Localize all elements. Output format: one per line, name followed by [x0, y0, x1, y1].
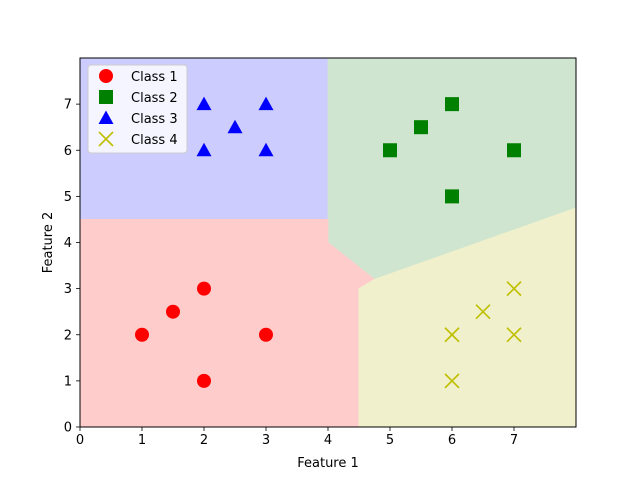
- legend-entry-class-3: Class 3: [98, 110, 178, 127]
- x-axis-ticks: 0 1 2 3 4 5 6 7: [76, 427, 518, 448]
- legend-marker-shape: [98, 131, 114, 147]
- legend-label: Class 2: [131, 91, 178, 106]
- data-point: [196, 142, 212, 157]
- legend-entry-class-2: Class 2: [99, 90, 178, 106]
- x-tick-label: 5: [386, 433, 394, 448]
- data-point: [444, 327, 460, 343]
- data-point: [197, 373, 211, 388]
- legend-marker-shape: [99, 69, 113, 83]
- legend-marker: [98, 131, 114, 147]
- data-point: [506, 327, 522, 343]
- legend: Class 1 Class 2 Class 3 Class 4: [87, 64, 188, 154]
- data-point: [475, 304, 491, 320]
- data-point: [227, 119, 243, 134]
- legend-label: Class 4: [131, 133, 178, 148]
- data-point: [196, 96, 212, 111]
- x-tick-label: 2: [200, 433, 208, 448]
- data-point: [445, 97, 459, 112]
- data-points: [135, 96, 522, 389]
- data-point: [444, 373, 460, 389]
- y-tick-label: 1: [64, 374, 72, 389]
- data-point: [507, 143, 521, 158]
- x-tick-label: 0: [76, 433, 84, 448]
- decision-region-class-1: [79, 218, 376, 428]
- legend-entry-class-4: Class 4: [98, 131, 178, 148]
- legend-marker: [99, 90, 113, 104]
- data-point: [383, 143, 397, 158]
- data-point: [197, 281, 211, 296]
- y-tick-label: 6: [64, 144, 72, 159]
- legend-marker-shape: [99, 90, 113, 104]
- y-tick-label: 4: [64, 236, 72, 251]
- data-point: [506, 281, 522, 297]
- legend-box: [87, 64, 188, 154]
- legend-marker-shape: [98, 110, 114, 124]
- y-axis-label: Feature 2: [41, 212, 56, 274]
- x-tick-label: 7: [510, 433, 518, 448]
- decision-regions: [79, 57, 577, 428]
- y-tick-label: 3: [64, 282, 72, 297]
- y-tick-label: 0: [64, 421, 72, 436]
- y-axis-ticks: 0 1 2 3 4 5 6 7: [64, 98, 80, 436]
- y-tick-label: 5: [64, 190, 72, 205]
- data-point: [258, 96, 274, 111]
- data-point: [258, 142, 274, 157]
- x-axis-label: Feature 1: [297, 456, 359, 471]
- y-tick-label: 2: [64, 328, 72, 343]
- data-point: [414, 120, 428, 135]
- x-tick-label: 3: [262, 433, 270, 448]
- data-point: [166, 304, 180, 319]
- legend-marker: [98, 110, 114, 124]
- x-tick-label: 1: [138, 433, 146, 448]
- legend-marker: [99, 69, 113, 83]
- data-point: [445, 189, 459, 204]
- data-point: [259, 327, 273, 342]
- x-tick-label: 4: [324, 433, 332, 448]
- y-tick-label: 7: [64, 98, 72, 113]
- legend-label: Class 3: [131, 112, 178, 127]
- data-point: [135, 327, 149, 342]
- x-tick-label: 6: [448, 433, 456, 448]
- legend-label: Class 1: [131, 70, 178, 85]
- legend-entry-class-1: Class 1: [99, 69, 178, 85]
